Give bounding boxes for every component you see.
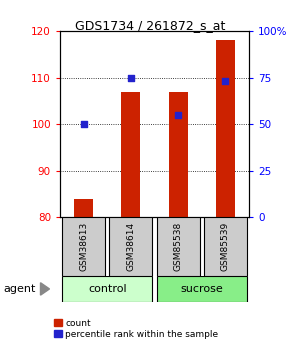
Text: GSM38613: GSM38613 [79,222,88,271]
Bar [157,217,200,276]
Point [81,121,86,127]
Bar [169,92,188,217]
Point [176,112,181,118]
Bar [74,199,93,217]
Bar [110,217,152,276]
Text: GSM85538: GSM85538 [174,222,183,271]
Point [128,75,133,80]
Text: GDS1734 / 261872_s_at: GDS1734 / 261872_s_at [75,19,225,32]
Text: sucrose: sucrose [180,284,223,294]
Text: control: control [88,284,127,294]
Text: agent: agent [3,284,35,294]
Text: GSM85539: GSM85539 [221,222,230,271]
Point [223,79,228,84]
Bar [204,217,247,276]
Bar [122,92,140,217]
Bar [62,276,152,302]
Text: GSM38614: GSM38614 [126,222,135,271]
Legend: count, percentile rank within the sample: count, percentile rank within the sample [52,317,220,341]
Bar [157,276,247,302]
Bar [62,217,105,276]
Bar [216,40,235,217]
